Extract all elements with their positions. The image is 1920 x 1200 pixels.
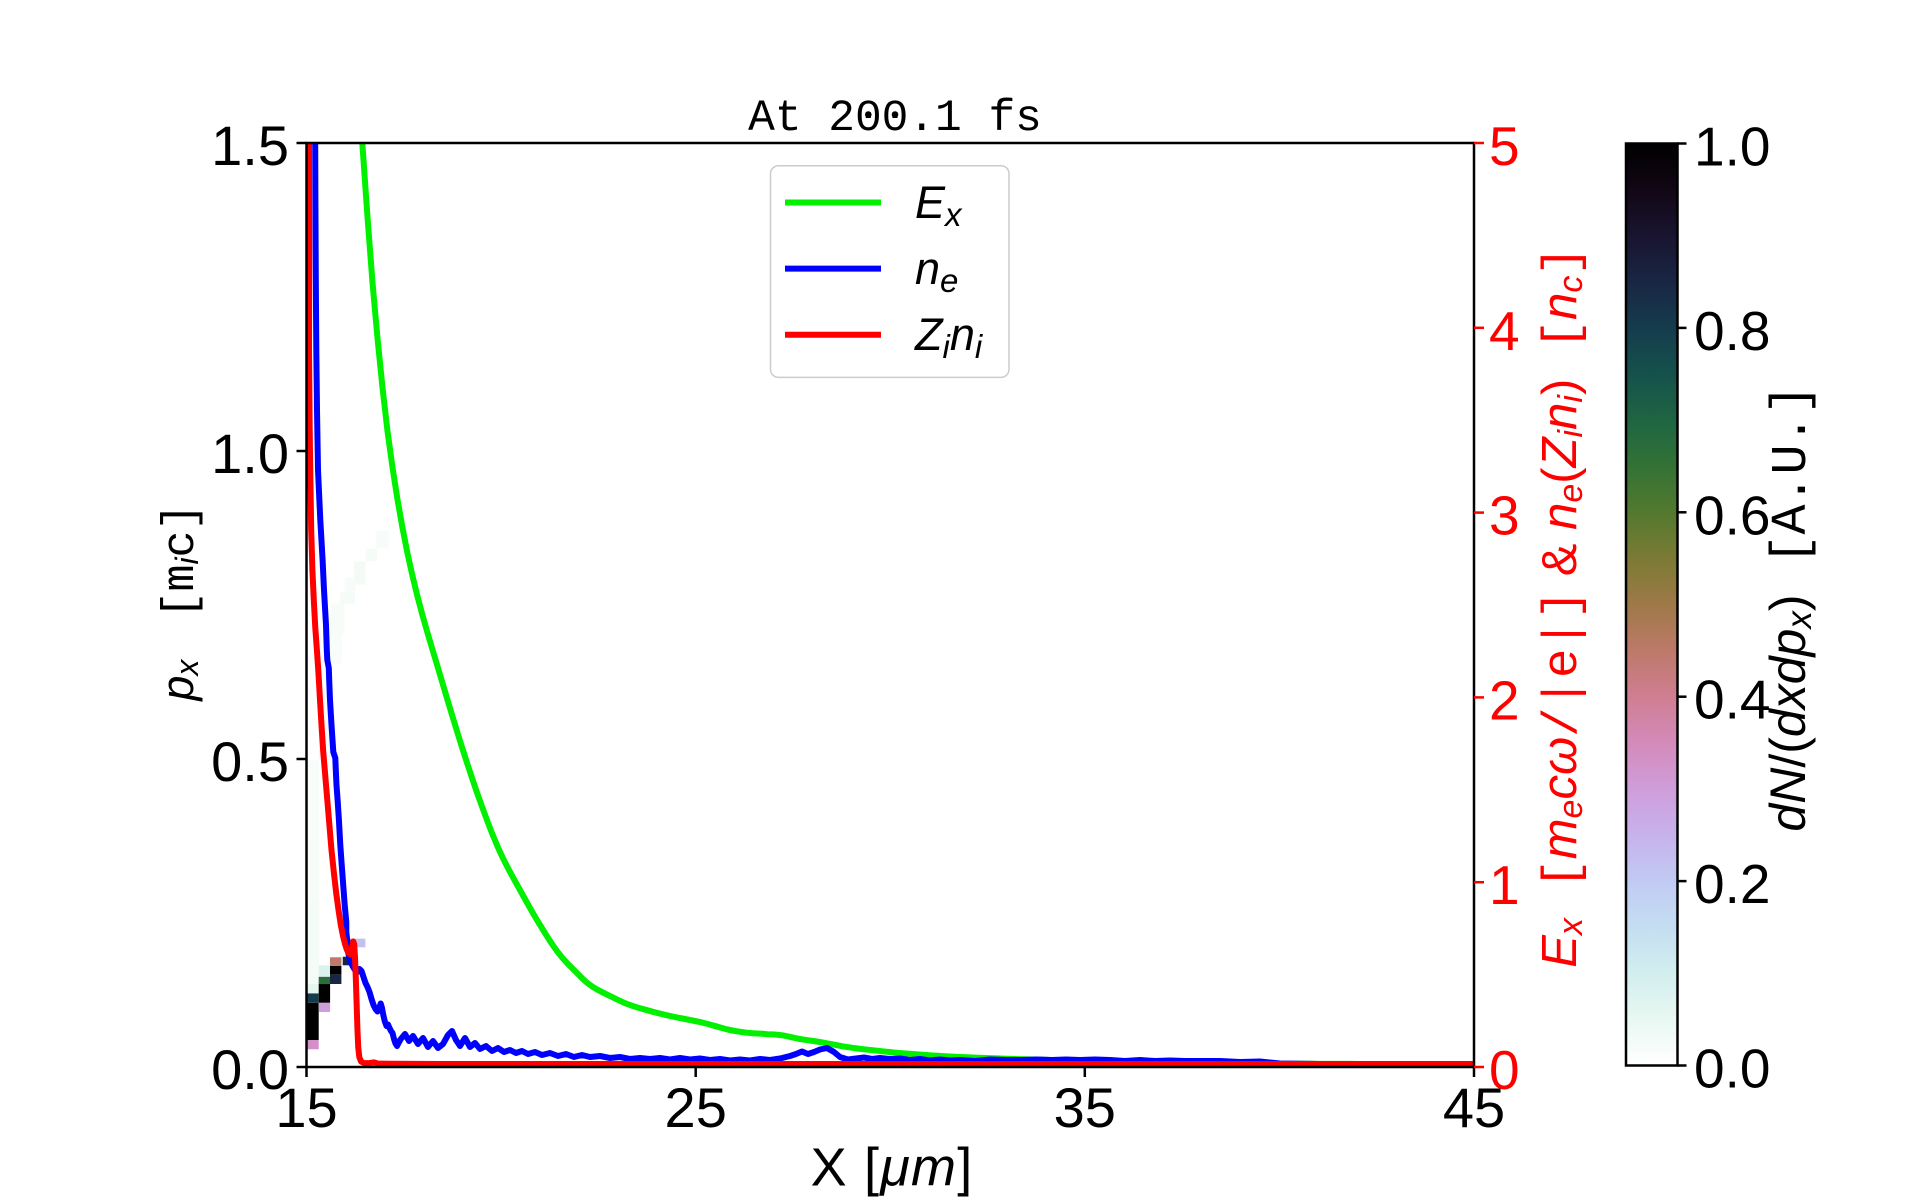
svg-text:0.4: 0.4 — [1694, 669, 1770, 731]
svg-text:1.5: 1.5 — [211, 114, 289, 177]
svg-text:1: 1 — [1489, 854, 1520, 916]
svg-text:Ex [mecω/|e|] & ne(Zini) [nc]: Ex [mecω/|e|] & ne(Zini) [nc] — [1533, 246, 1591, 968]
svg-text:0.8: 0.8 — [1694, 300, 1770, 362]
svg-text:1.0: 1.0 — [211, 422, 289, 485]
svg-text:1.0: 1.0 — [1694, 116, 1770, 178]
svg-text:0.0: 0.0 — [211, 1038, 289, 1101]
svg-text:X [μm]: X [μm] — [811, 1138, 974, 1198]
svg-text:Ex: Ex — [915, 177, 963, 233]
svg-text:At 200.1 fs: At 200.1 fs — [748, 94, 1042, 144]
svg-text:2: 2 — [1489, 669, 1520, 731]
svg-text:0.5: 0.5 — [211, 730, 289, 793]
svg-text:0.0: 0.0 — [1694, 1038, 1770, 1100]
svg-text:Zini: Zini — [914, 309, 984, 365]
svg-text:0.2: 0.2 — [1694, 853, 1770, 915]
svg-text:35: 35 — [1054, 1076, 1116, 1139]
svg-text:5: 5 — [1489, 115, 1520, 177]
svg-text:0: 0 — [1489, 1039, 1520, 1101]
svg-text:4: 4 — [1489, 300, 1520, 362]
svg-text:25: 25 — [665, 1076, 727, 1139]
svg-text:0.6: 0.6 — [1694, 484, 1770, 546]
svg-text:px [mic]: px [mic] — [152, 503, 207, 702]
svg-text:ne: ne — [915, 243, 958, 299]
svg-text:3: 3 — [1489, 485, 1520, 547]
svg-text:45: 45 — [1443, 1076, 1505, 1139]
svg-text:15: 15 — [275, 1076, 337, 1139]
svg-text:dN/(dxdpx) [A.U.]: dN/(dxdpx) [A.U.] — [1760, 384, 1821, 831]
